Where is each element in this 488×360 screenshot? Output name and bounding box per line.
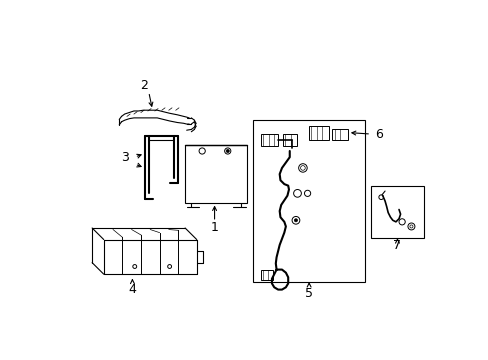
Bar — [185, 145, 246, 203]
Circle shape — [167, 265, 171, 269]
Bar — [332, 130, 347, 140]
Bar — [261, 270, 273, 280]
Circle shape — [294, 219, 297, 222]
Text: 2: 2 — [140, 79, 148, 92]
Circle shape — [300, 166, 305, 170]
Circle shape — [293, 189, 301, 197]
Text: 5: 5 — [305, 287, 312, 300]
Text: 6: 6 — [374, 127, 382, 140]
Text: 1: 1 — [210, 221, 218, 234]
Circle shape — [224, 148, 230, 154]
Circle shape — [378, 195, 383, 199]
Bar — [282, 134, 296, 147]
Bar — [370, 186, 423, 238]
Circle shape — [133, 265, 137, 269]
Bar — [308, 126, 328, 140]
Circle shape — [398, 219, 405, 225]
Circle shape — [199, 148, 205, 154]
Circle shape — [304, 190, 310, 197]
Circle shape — [226, 149, 229, 153]
Text: 7: 7 — [393, 239, 401, 252]
Bar — [252, 120, 364, 282]
Circle shape — [407, 223, 414, 230]
Bar — [261, 134, 278, 147]
Text: 3: 3 — [121, 150, 129, 164]
Circle shape — [409, 225, 412, 228]
Text: 4: 4 — [128, 283, 136, 296]
Circle shape — [291, 216, 299, 224]
Circle shape — [298, 164, 306, 172]
